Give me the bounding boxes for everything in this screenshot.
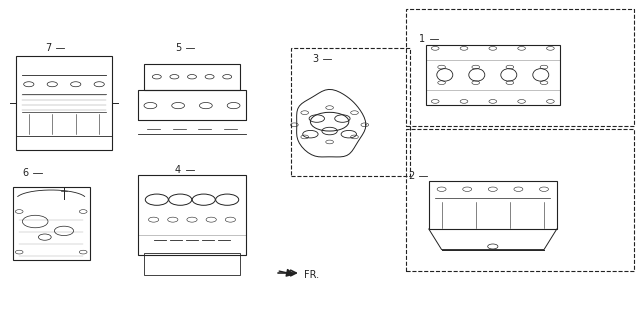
Text: FR.: FR. <box>304 270 319 280</box>
Text: 5: 5 <box>175 43 181 53</box>
Bar <box>429 181 557 229</box>
Bar <box>406 129 634 271</box>
Text: 6: 6 <box>22 168 29 178</box>
Bar <box>144 64 240 90</box>
Bar <box>144 253 240 275</box>
Bar <box>138 175 246 255</box>
Text: 3: 3 <box>312 54 318 64</box>
Bar <box>13 187 90 260</box>
Bar <box>291 48 410 176</box>
Text: 1: 1 <box>419 34 426 44</box>
Bar <box>406 9 634 126</box>
Bar <box>138 90 246 120</box>
Bar <box>16 56 112 150</box>
Text: 4: 4 <box>175 165 181 175</box>
Bar <box>426 45 560 105</box>
Text: 2: 2 <box>408 171 414 181</box>
Text: 7: 7 <box>45 43 51 53</box>
